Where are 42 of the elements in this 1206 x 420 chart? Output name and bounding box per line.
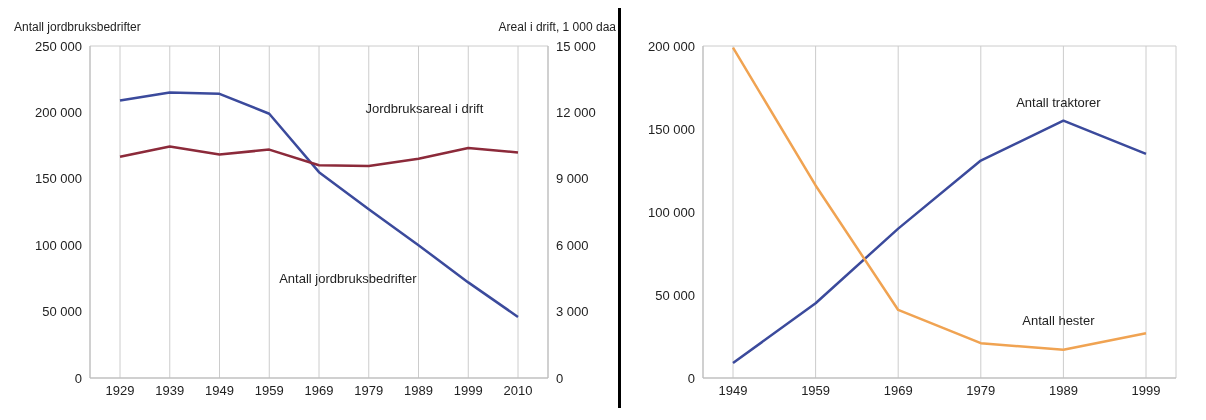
x-tick-label: 1969	[883, 383, 913, 399]
x-tick-label: 1939	[155, 383, 185, 399]
y2-tick-label: 3 000	[556, 304, 589, 320]
x-tick-label: 1989	[1048, 383, 1078, 399]
y-tick-label: 100 000	[35, 237, 82, 253]
y2-tick-label: 12 000	[556, 105, 596, 121]
x-tick-label: 1979	[354, 383, 384, 399]
x-tick-label: 2010	[503, 383, 533, 399]
y-tick-label: 250 000	[35, 38, 82, 54]
x-tick-label: 1929	[105, 383, 135, 399]
x-tick-label: 1979	[966, 383, 996, 399]
x-tick-label: 1959	[254, 383, 284, 399]
y-tick-label: 200 000	[35, 105, 82, 121]
y-axis-title: Antall jordbruksbedrifter	[14, 20, 141, 34]
x-tick-label: 1989	[404, 383, 433, 399]
y2-axis-title: Areal i drift, 1 000 daa	[498, 20, 616, 34]
line-series	[118, 145, 520, 168]
y2-tick-label: 15 000	[556, 38, 596, 54]
y2-tick-label: 9 000	[556, 171, 589, 187]
x-tick-label: 1949	[718, 383, 748, 399]
line-series	[731, 46, 1148, 352]
y2-tick-label: 0	[556, 370, 564, 386]
y-tick-label: 0	[687, 370, 695, 386]
y-tick-label: 0	[74, 370, 82, 386]
y-tick-label: 150 000	[648, 121, 695, 137]
text: Jordbruksareal i drift	[365, 101, 484, 117]
line-series	[731, 119, 1148, 365]
y-tick-label: 150 000	[35, 171, 82, 187]
y-tick-label: 200 000	[648, 38, 695, 54]
series-label: Antall traktorer	[1016, 94, 1102, 110]
series-label: Antall hester	[1022, 312, 1096, 328]
x-tick-label: 1959	[801, 383, 831, 399]
y-tick-label: 100 000	[648, 204, 695, 220]
x-tick-label: 1949	[205, 383, 234, 399]
y-tick-label: 50 000	[42, 304, 82, 320]
x-tick-label: 1999	[1131, 383, 1161, 399]
line-series	[118, 91, 520, 319]
y2-tick-label: 6 000	[556, 237, 589, 253]
x-tick-label: 1969	[304, 383, 334, 399]
y-tick-label: 50 000	[655, 287, 695, 303]
x-tick-label: 1999	[453, 383, 483, 399]
series-label: Antall jordbruksbedrifter	[279, 271, 418, 287]
